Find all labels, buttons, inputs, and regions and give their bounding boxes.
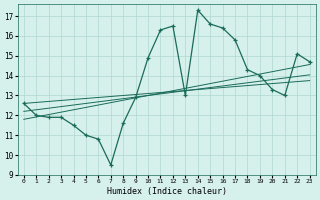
X-axis label: Humidex (Indice chaleur): Humidex (Indice chaleur) [107,187,227,196]
